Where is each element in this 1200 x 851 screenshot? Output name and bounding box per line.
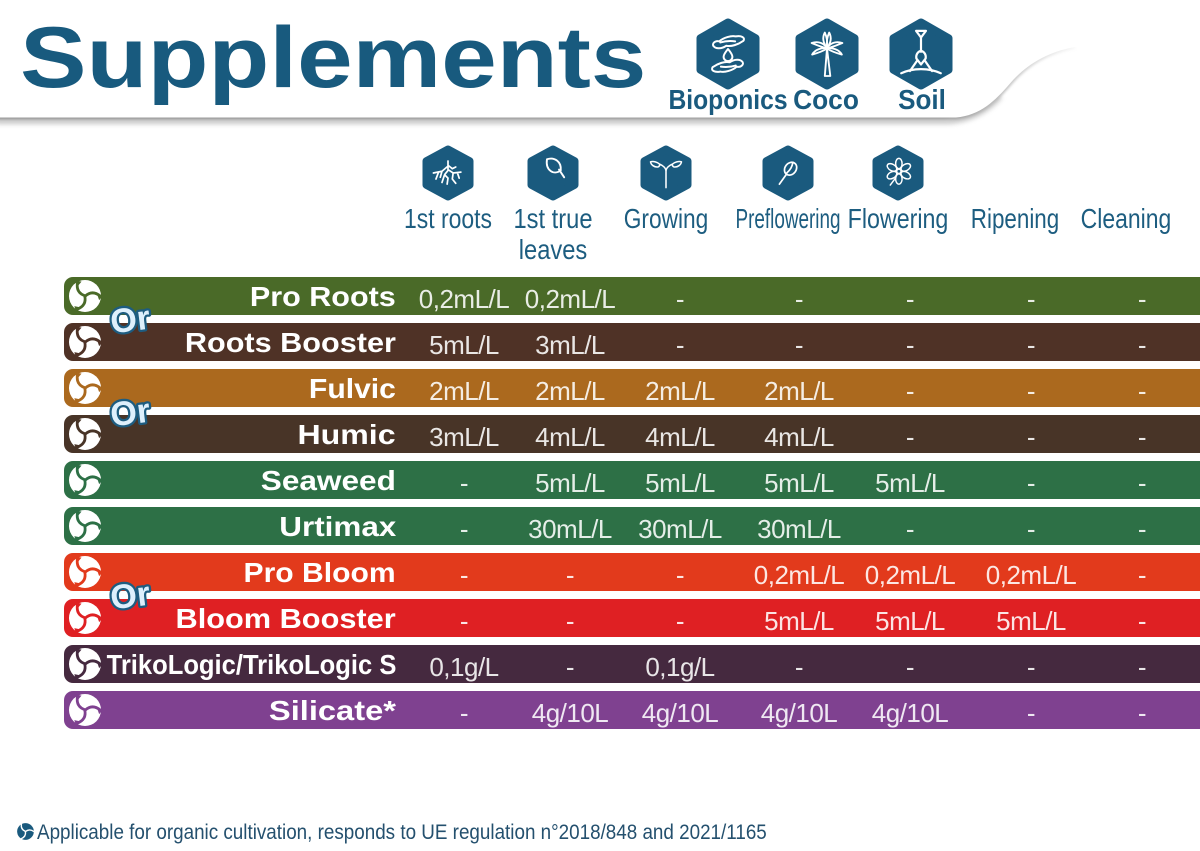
svg-text:Or: Or [108,575,152,618]
svg-text:Or: Or [108,299,152,342]
svg-text:Or: Or [108,392,152,435]
